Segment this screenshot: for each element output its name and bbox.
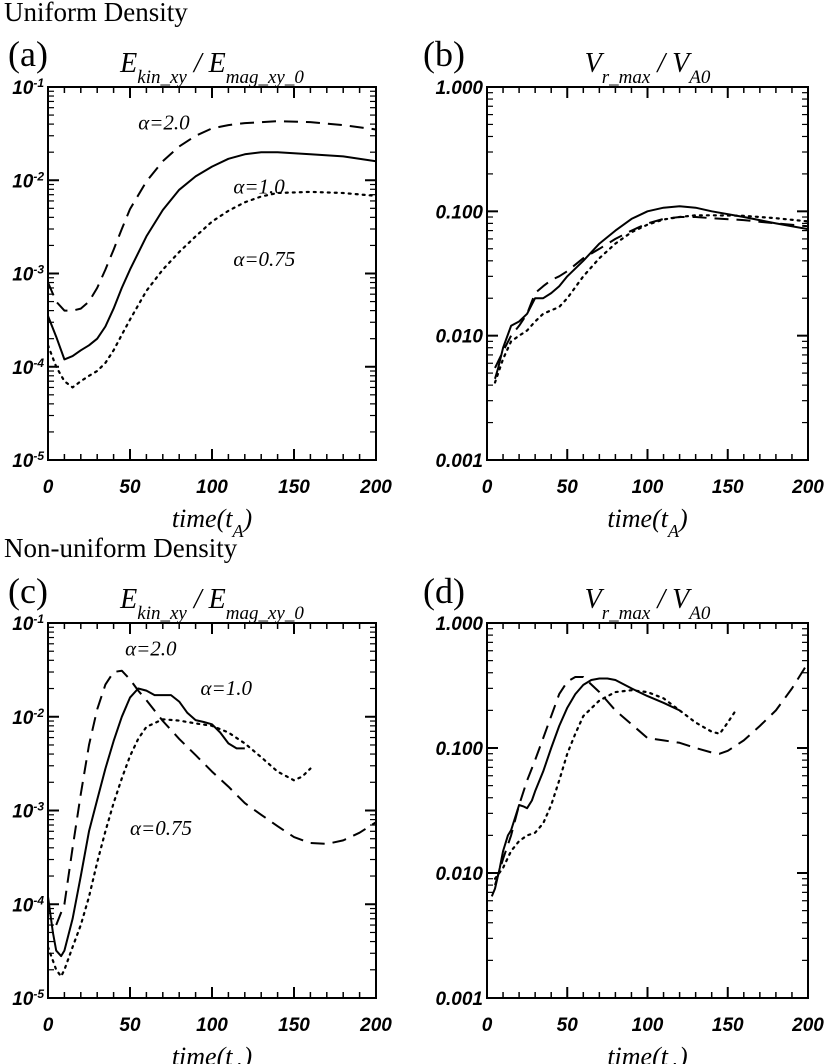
y-tick-label-d-2: 0.010 bbox=[435, 864, 483, 885]
series-line-c-dotted bbox=[48, 718, 312, 978]
series-line-c-dashed bbox=[55, 669, 376, 926]
x-axis-label-c: time(tA) bbox=[172, 1042, 252, 1064]
series-line-a-solid bbox=[48, 151, 376, 361]
x-tick-label-b-1: 50 bbox=[557, 477, 579, 498]
x-tick-label-c-0: 0 bbox=[43, 1015, 54, 1036]
x-tick-label-d-3: 150 bbox=[712, 1015, 744, 1036]
x-tick-label-d-1: 50 bbox=[557, 1015, 579, 1036]
chart-title-b: Vr_max / VA0 bbox=[585, 48, 711, 88]
panel-label-a: (a) bbox=[8, 34, 48, 74]
section-title-uniform: Uniform Density bbox=[4, 0, 188, 27]
series-line-a-dashed bbox=[48, 120, 376, 312]
x-axis-label-b: time(tA) bbox=[607, 504, 687, 541]
x-tick-label-b-0: 0 bbox=[482, 477, 493, 498]
y-tick-label-b-2: 0.010 bbox=[435, 327, 483, 348]
x-tick-label-a-0: 0 bbox=[43, 477, 54, 498]
chart-title-c: Ekin_xy / Emag_xy_0 bbox=[119, 584, 304, 624]
series-line-c-solid bbox=[48, 687, 245, 958]
series-line-d-dotted bbox=[493, 689, 737, 880]
annotation-c-1: α=1.0 bbox=[201, 676, 253, 700]
chart-d: 0 50 100 150 200 bbox=[482, 622, 824, 1036]
y-tick-label-a-3: 10-4 bbox=[12, 356, 44, 379]
y-tick-label-c-2: 10-3 bbox=[12, 800, 44, 823]
y-tick-label-c-1: 10-2 bbox=[12, 706, 44, 729]
x-tick-label-b-4: 200 bbox=[791, 477, 824, 498]
annotation-a-2: α=0.75 bbox=[233, 247, 295, 271]
y-tick-label-d-1: 0.100 bbox=[435, 739, 483, 760]
chart-b: 0 50 100 150 200 bbox=[482, 86, 824, 498]
y-tick-label-b-3: 0.001 bbox=[435, 451, 483, 472]
annotation-a-0: α=2.0 bbox=[138, 111, 190, 135]
series-line-b-dotted bbox=[493, 214, 808, 384]
y-tick-label-b-1: 0.100 bbox=[435, 202, 483, 223]
chart-a: 0 50 100 150 200 α=2.0 α=1.0 α=0.75 bbox=[43, 86, 392, 498]
x-tick-label-a-1: 50 bbox=[119, 477, 141, 498]
x-tick-label-d-2: 100 bbox=[632, 1015, 664, 1036]
x-tick-label-b-2: 100 bbox=[632, 477, 664, 498]
y-tick-label-a-2: 10-3 bbox=[12, 263, 44, 286]
y-tick-label-b-0: 1.000 bbox=[435, 78, 483, 99]
panel-label-d: (d) bbox=[423, 571, 465, 611]
plot-frame-a bbox=[47, 86, 377, 461]
series-line-a-dotted bbox=[48, 190, 376, 389]
panel-label-c: (c) bbox=[8, 571, 48, 611]
y-tick-label-a-1: 10-2 bbox=[12, 169, 44, 192]
y-tick-label-c-4: 10-5 bbox=[12, 987, 44, 1010]
chart-title-a: Ekin_xy / Emag_xy_0 bbox=[119, 48, 304, 88]
panel-label-b: (b) bbox=[423, 34, 465, 74]
x-axis-label-a: time(tA) bbox=[172, 504, 252, 541]
y-tick-label-a-0: 10-1 bbox=[12, 76, 44, 99]
y-tick-label-c-0: 10-1 bbox=[12, 612, 44, 635]
y-tick-label-a-4: 10-5 bbox=[12, 449, 44, 472]
x-tick-label-c-2: 100 bbox=[196, 1015, 228, 1036]
series-line-b-dashed bbox=[494, 216, 808, 369]
x-tick-label-c-3: 150 bbox=[278, 1015, 310, 1036]
plot-frame-d bbox=[486, 622, 809, 999]
plot-frame-b bbox=[486, 86, 809, 461]
x-tick-label-a-4: 200 bbox=[359, 477, 392, 498]
series-line-b-solid bbox=[494, 205, 808, 380]
annotation-c-2: α=0.75 bbox=[130, 816, 192, 840]
y-tick-label-c-3: 10-4 bbox=[12, 893, 44, 916]
series-line-d-dashed bbox=[494, 662, 808, 886]
chart-c: 0 50 100 150 200 α=2.0 α=1.0 α=0.75 bbox=[43, 622, 392, 1036]
x-tick-label-d-4: 200 bbox=[791, 1015, 824, 1036]
section-title-nonuniform: Non-uniform Density bbox=[4, 533, 238, 563]
x-tick-label-a-2: 100 bbox=[196, 477, 228, 498]
y-tick-label-d-0: 1.000 bbox=[435, 614, 483, 635]
chart-title-d: Vr_max / VA0 bbox=[585, 584, 711, 624]
annotation-a-1: α=1.0 bbox=[233, 175, 285, 199]
annotation-c-0: α=2.0 bbox=[125, 637, 177, 661]
x-tick-label-a-3: 150 bbox=[278, 477, 310, 498]
x-tick-label-c-1: 50 bbox=[119, 1015, 141, 1036]
x-tick-label-d-0: 0 bbox=[482, 1015, 493, 1036]
x-tick-label-c-4: 200 bbox=[359, 1015, 392, 1036]
x-tick-label-b-3: 150 bbox=[712, 477, 744, 498]
x-axis-label-d: time(tA) bbox=[607, 1042, 687, 1064]
series-line-d-solid bbox=[490, 677, 681, 897]
y-tick-label-d-3: 0.001 bbox=[435, 989, 483, 1010]
